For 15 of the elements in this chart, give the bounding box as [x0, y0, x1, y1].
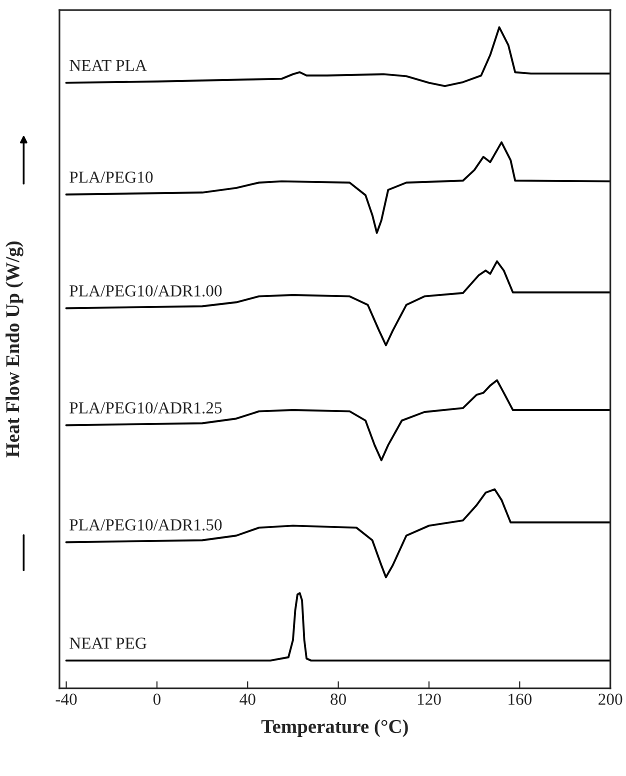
x-tick-label: -40	[56, 694, 77, 705]
series-label: NEAT PEG	[70, 638, 146, 649]
x-tick-label: 80	[330, 694, 346, 705]
series-label: PLA/PEG10	[70, 172, 153, 183]
series-label: PLA/PEG10/ADR1.25	[70, 402, 222, 414]
x-tick-label: 200	[598, 694, 622, 705]
y-axis-title: Heat Flow Endo Up (W/g)	[6, 241, 24, 458]
x-tick-label: 120	[418, 694, 441, 705]
x-tick-label: 160	[508, 694, 532, 705]
series-label: NEAT PLA	[70, 60, 147, 71]
x-tick-label: 40	[240, 694, 256, 705]
series-label: PLA/PEG10/ADR1.00	[70, 285, 222, 297]
series-label: PLA/PEG10/ADR1.50	[70, 519, 222, 531]
x-axis-title: Temperature (°C)	[261, 719, 408, 738]
x-tick-label: 0	[153, 694, 160, 705]
